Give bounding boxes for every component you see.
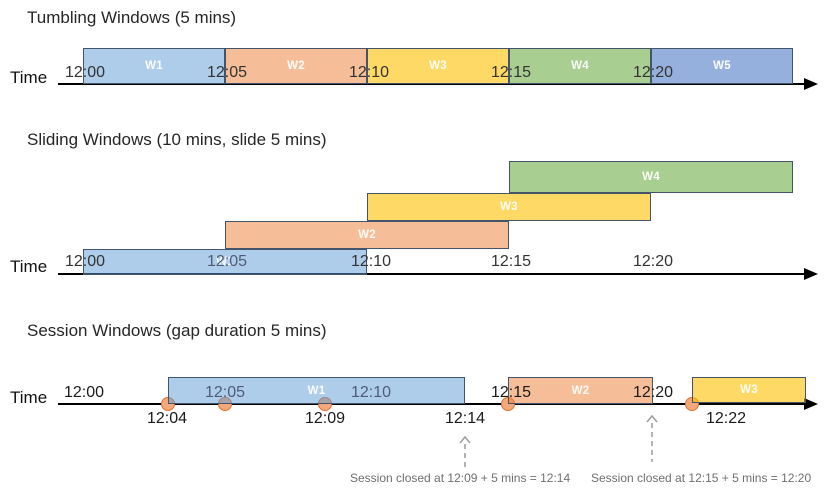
tumbling-tick-1210: 12:10 xyxy=(348,64,390,81)
event-time-label-1204: 12:04 xyxy=(146,410,188,427)
window-label: W4 xyxy=(571,60,589,72)
window-label: W2 xyxy=(287,60,305,72)
sliding-section-title: Sliding Windows (10 mins, slide 5 mins) xyxy=(27,130,327,149)
sliding-time-axis-label: Time xyxy=(10,257,48,276)
session-window-w2: W2 xyxy=(508,377,653,404)
tumbling-tick-1215: 12:15 xyxy=(490,64,532,81)
sliding-window-w4: W4 xyxy=(509,161,793,193)
session-close-note-1: Session closed at 12:09 + 5 mins = 12:14 xyxy=(350,471,571,485)
tumbling-window-w5: W5 xyxy=(651,48,793,84)
sliding-tick-1210: 12:10 xyxy=(350,253,392,270)
session-time-axis-label: Time xyxy=(10,388,48,407)
session-tick-1205: 12:05 xyxy=(204,384,246,401)
sliding-window-w1: W1 xyxy=(83,249,367,275)
tumbling-timeline-arrow-icon xyxy=(804,78,818,90)
window-label: W1 xyxy=(145,60,163,72)
sliding-window-w2: W2 xyxy=(225,221,509,249)
window-label: W5 xyxy=(713,60,731,72)
sliding-window-w3: W3 xyxy=(367,193,651,221)
session-timeline-arrow-icon xyxy=(804,398,818,410)
tumbling-time-axis-label: Time xyxy=(10,68,48,87)
session-section-title: Session Windows (gap duration 5 mins) xyxy=(27,321,327,340)
sliding-tick-1215: 12:15 xyxy=(490,253,532,270)
session-window-w3: W3 xyxy=(692,377,806,403)
tumbling-tick-1200: 12:00 xyxy=(64,64,106,81)
window-label: W2 xyxy=(358,229,376,241)
tumbling-window-w2: W2 xyxy=(225,48,367,84)
event-time-label-1209: 12:09 xyxy=(304,410,346,427)
session-tick-1220: 12:20 xyxy=(632,384,674,401)
window-label: W3 xyxy=(500,201,518,213)
tumbling-timeline xyxy=(58,83,806,85)
window-label: W3 xyxy=(429,60,447,72)
session-close-arrow-icon xyxy=(459,435,471,467)
session-close-note-2: Session closed at 12:15 + 5 mins = 12:20 xyxy=(591,471,812,485)
sliding-tick-1200: 12:00 xyxy=(64,253,106,270)
sliding-tick-1220: 12:20 xyxy=(632,253,674,270)
event-time-label-1222: 12:22 xyxy=(705,410,747,427)
window-label: W2 xyxy=(571,384,590,397)
sliding-timeline xyxy=(58,273,806,275)
tumbling-section-title: Tumbling Windows (5 mins) xyxy=(27,8,237,27)
window-label: W1 xyxy=(307,384,326,397)
sliding-tick-1205: 12:05 xyxy=(206,253,248,270)
window-label: W1 xyxy=(216,256,234,268)
session-timeline xyxy=(58,403,806,405)
session-window-w1: W1 xyxy=(168,377,465,404)
tumbling-tick-1220: 12:20 xyxy=(632,64,674,81)
tumbling-window-w4: W4 xyxy=(509,48,651,84)
tumbling-window-w1: W1 xyxy=(83,48,225,84)
event-time-label-1214: 12:14 xyxy=(444,410,486,427)
window-label: W4 xyxy=(642,171,660,183)
session-tick-1210: 12:10 xyxy=(350,384,392,401)
sliding-timeline-arrow-icon xyxy=(804,268,818,280)
session-close-arrow-icon xyxy=(646,414,658,462)
window-label: W3 xyxy=(740,384,758,396)
session-tick-1200: 12:00 xyxy=(63,384,105,401)
tumbling-tick-1205: 12:05 xyxy=(206,64,248,81)
tumbling-window-w3: W3 xyxy=(367,48,509,84)
session-tick-1215: 12:15 xyxy=(490,384,532,401)
